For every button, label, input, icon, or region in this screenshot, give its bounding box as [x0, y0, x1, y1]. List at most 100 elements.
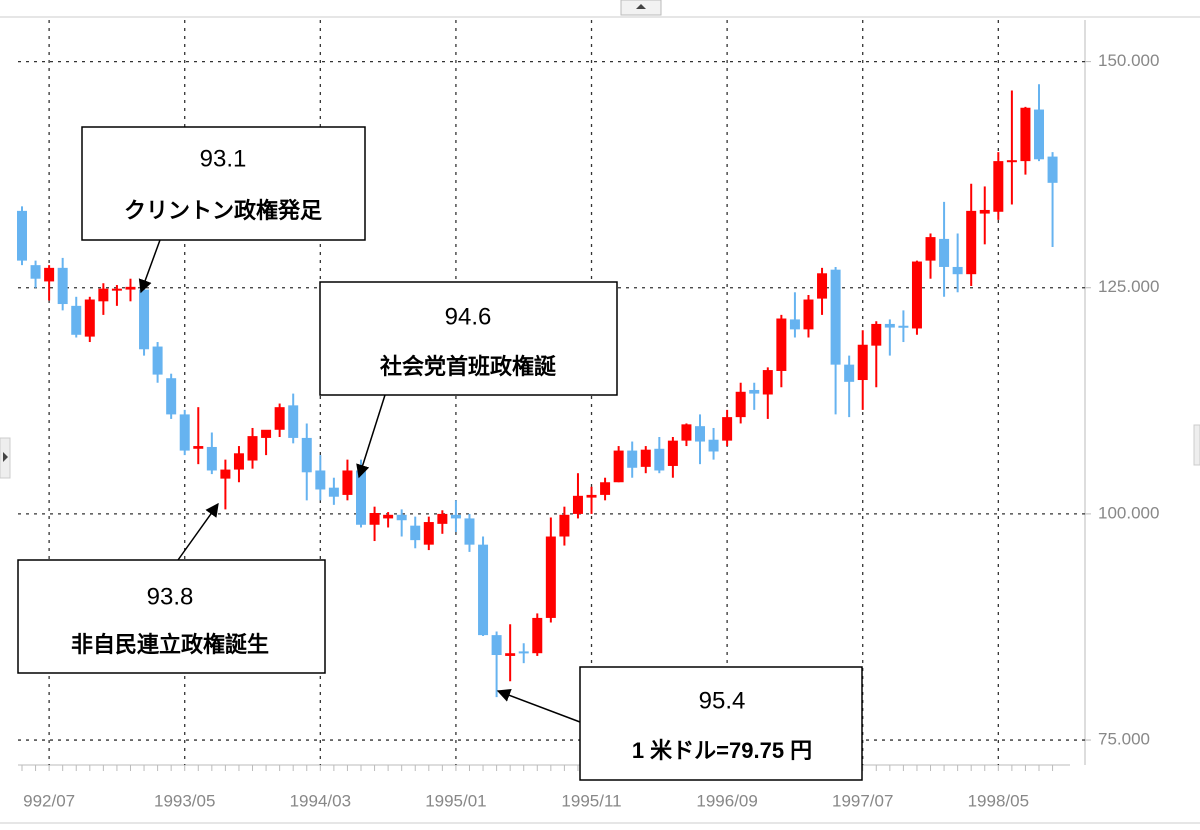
candle-body	[817, 273, 828, 299]
annotation-text: 1 米ドル=79.75 円	[632, 738, 812, 763]
x-tick-label: 992/07	[23, 791, 75, 810]
annotation-value: 95.4	[699, 687, 746, 714]
candle-body	[789, 319, 800, 330]
annotation-arrow	[356, 394, 386, 479]
candle-body	[803, 299, 814, 330]
candle-body	[193, 446, 204, 449]
candle-body	[179, 414, 190, 451]
candle-body	[979, 209, 990, 214]
candle-body	[233, 453, 244, 470]
candle-body	[925, 237, 936, 261]
annotation-value: 93.8	[147, 583, 194, 610]
candle-body	[830, 269, 841, 365]
x-tick-label: 1996/09	[696, 791, 757, 810]
candle-body	[301, 437, 312, 473]
candle-body	[993, 161, 1004, 212]
candle-body	[939, 238, 950, 267]
candle-body	[111, 288, 122, 291]
candle-body	[152, 346, 163, 375]
candle-body	[1034, 109, 1044, 160]
x-tick-label: 1995/11	[561, 791, 621, 810]
candle-body	[30, 265, 41, 279]
candle-body	[681, 424, 692, 441]
candle-body	[84, 299, 95, 337]
candle-body	[559, 514, 570, 537]
candle-body	[315, 470, 326, 490]
y-tick-label: 75.000	[1098, 730, 1150, 749]
annotation-box	[81, 126, 366, 241]
candle-body	[627, 450, 638, 468]
candle-body	[640, 449, 651, 467]
candle-body	[857, 344, 868, 381]
candle-body	[695, 426, 705, 442]
annotation-box	[17, 559, 326, 674]
candle-body	[98, 288, 109, 302]
annotation-value: 93.1	[200, 145, 247, 172]
candle-body	[1047, 156, 1058, 183]
annotations: 93.1 クリントン政権発足 94.6 社会党首班政権誕 93.8 非自民連立政…	[17, 126, 863, 781]
candle-body	[328, 487, 339, 497]
candle-body	[220, 469, 231, 479]
candle-body	[708, 439, 719, 452]
candle-body	[518, 651, 529, 654]
candle-body	[450, 514, 461, 519]
x-tick-label: 1995/01	[425, 791, 486, 810]
candle-body	[342, 470, 353, 495]
x-tick-label: 1994/03	[290, 791, 351, 810]
annotation-arrow	[138, 239, 161, 294]
candle-body	[735, 391, 746, 418]
annotation-box	[579, 666, 863, 781]
candle-body	[532, 617, 543, 654]
candle-body	[911, 261, 922, 329]
candle-body	[125, 286, 136, 290]
annotation-value: 94.6	[445, 303, 492, 330]
candle-body	[247, 436, 258, 461]
candle-body	[762, 370, 773, 395]
candle-body	[1020, 107, 1031, 162]
candle-body	[464, 518, 475, 545]
candle-body	[139, 289, 150, 350]
candle-body	[17, 210, 27, 261]
x-tick-label: 1998/05	[968, 791, 1029, 810]
x-tick-label: 1993/05	[154, 791, 215, 810]
candle-body	[966, 210, 977, 275]
candle-body	[274, 407, 285, 430]
candle-body	[952, 266, 963, 275]
candle-body	[871, 323, 882, 346]
candle-body	[505, 653, 516, 656]
candle-body	[749, 389, 760, 394]
candle-body	[600, 482, 611, 495]
y-tick-label: 125.000	[1098, 277, 1159, 296]
candle-body	[437, 513, 448, 524]
candle-body	[898, 325, 909, 328]
candle-body	[478, 544, 489, 636]
candle-body	[410, 525, 421, 541]
candle-body	[288, 405, 299, 438]
candle-body	[572, 495, 583, 514]
candle-body	[545, 536, 556, 618]
candle-body	[369, 512, 380, 525]
side-handle-right[interactable]	[1193, 424, 1200, 466]
candle-body	[613, 450, 624, 483]
annotation-arrow	[177, 502, 219, 561]
candle-body	[71, 305, 82, 335]
annotation-arrow	[496, 688, 581, 723]
y-tick-label: 100.000	[1098, 503, 1159, 522]
candle-body	[1006, 160, 1017, 163]
candle-body	[776, 318, 787, 371]
candle-body	[667, 440, 678, 466]
x-tick-label: 1997/07	[832, 791, 893, 810]
candle-body	[166, 378, 177, 415]
candle-body	[722, 417, 733, 441]
candle-body	[57, 267, 68, 305]
candle-body	[383, 514, 394, 519]
candle-body	[356, 470, 366, 525]
candle-body	[654, 448, 665, 471]
candle-body	[586, 494, 597, 498]
candle-body	[396, 514, 407, 521]
candle-body	[206, 446, 217, 471]
annotation-box	[319, 281, 618, 396]
candle-body	[261, 429, 272, 438]
